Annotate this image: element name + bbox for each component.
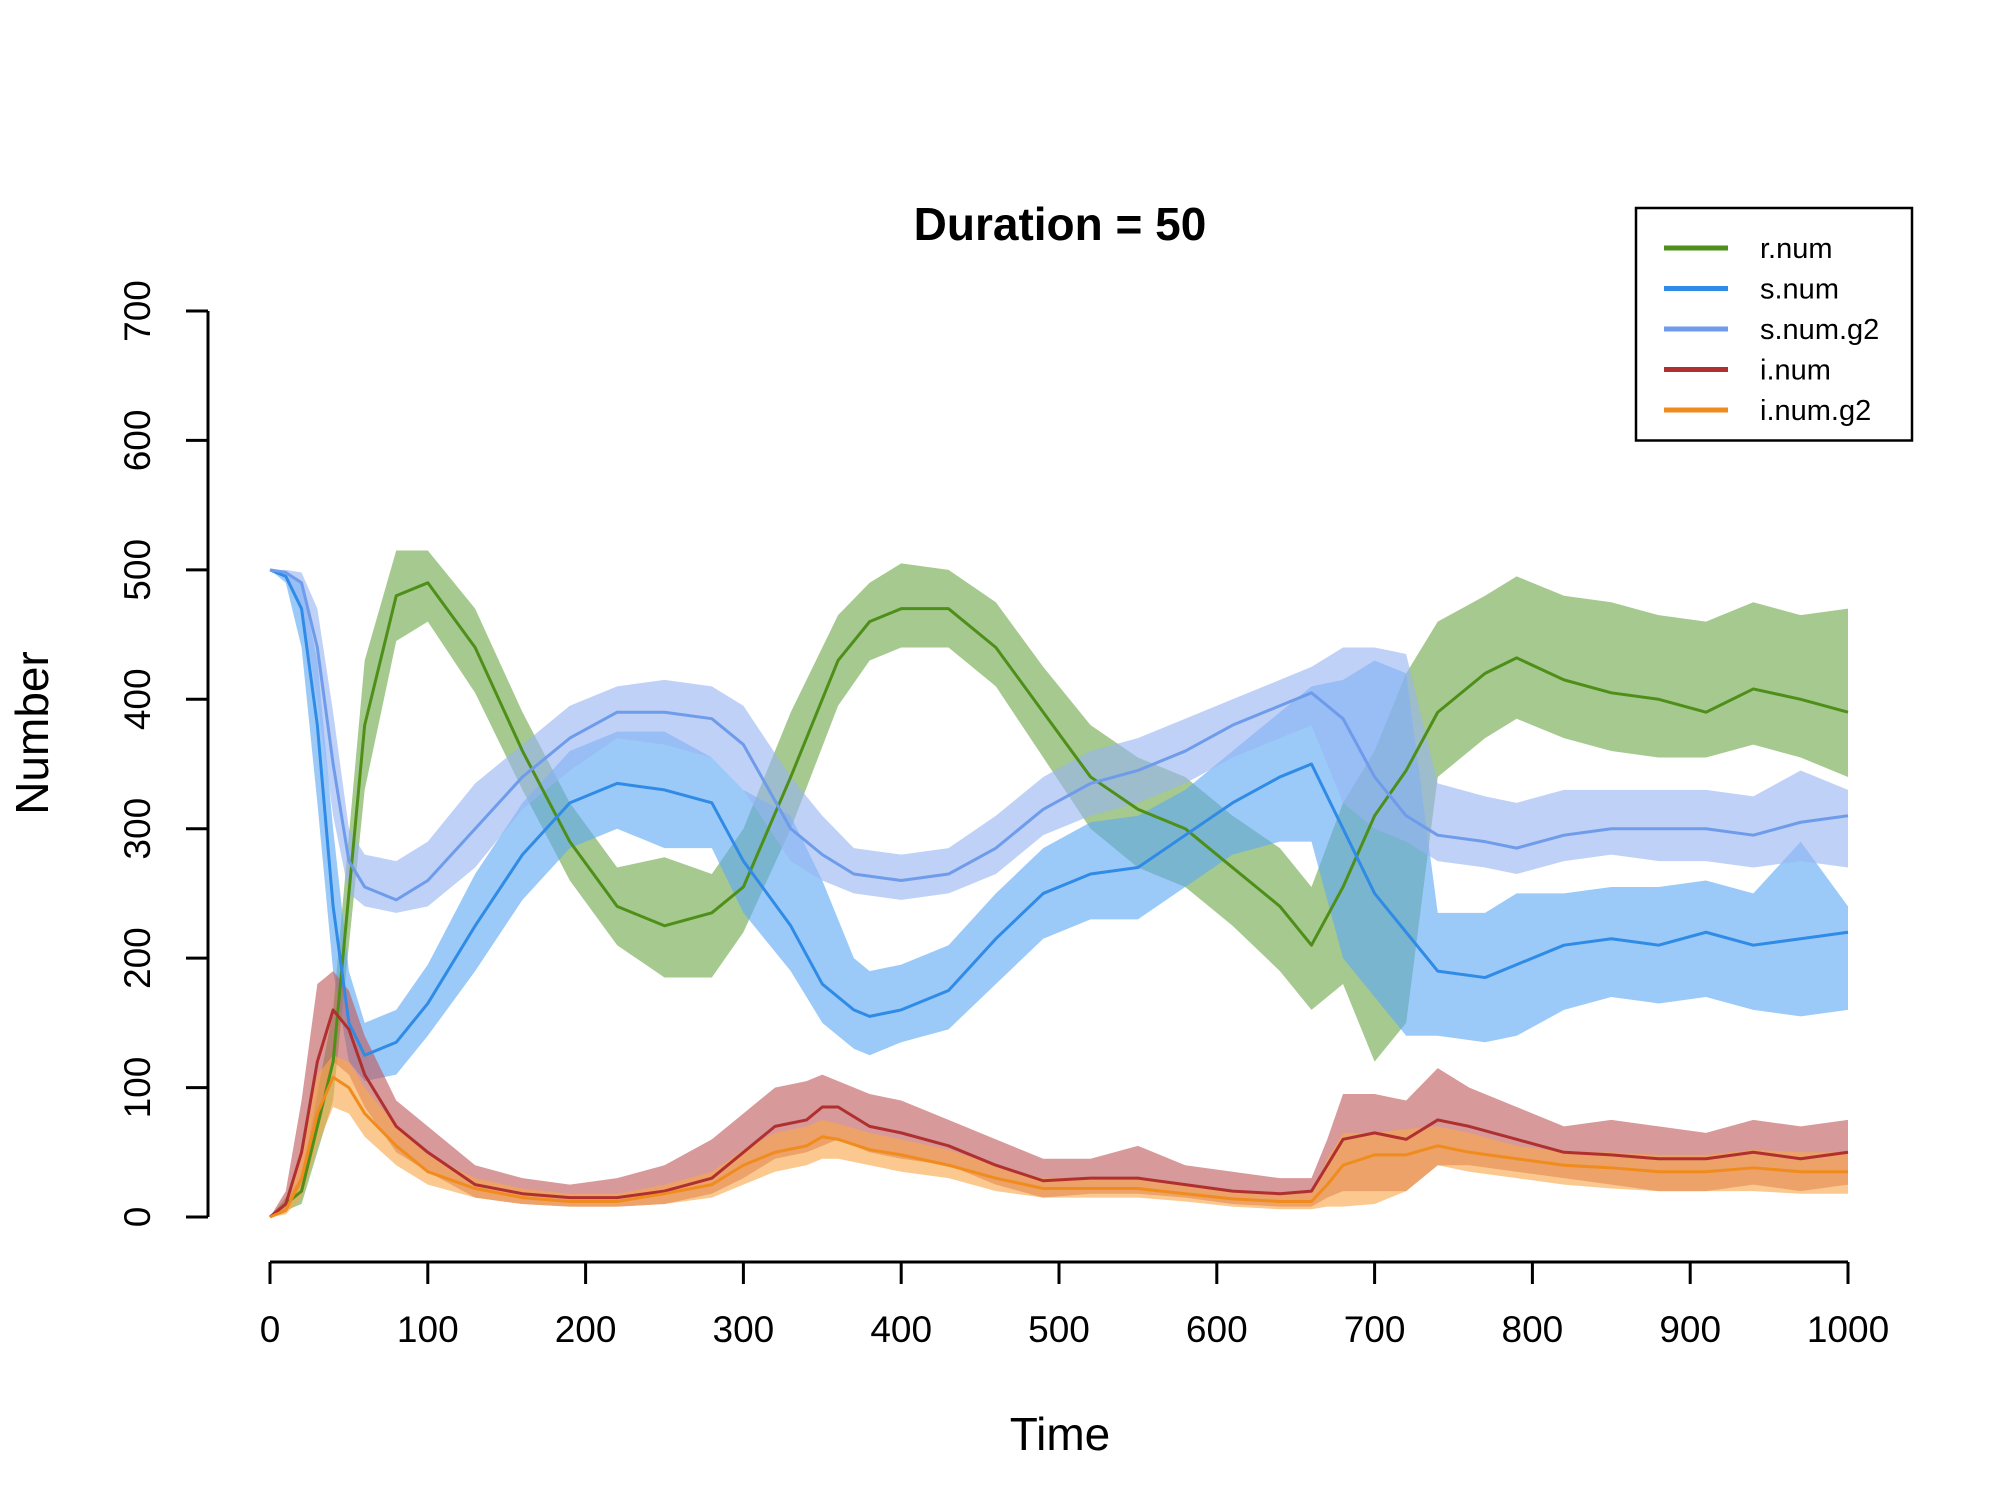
y-tick-label: 100 — [117, 1057, 158, 1119]
x-tick-label: 1000 — [1807, 1309, 1889, 1350]
x-tick-label: 500 — [1028, 1309, 1090, 1350]
x-tick-label: 100 — [397, 1309, 459, 1350]
y-tick-label: 200 — [117, 927, 158, 989]
legend-label: i.num — [1760, 355, 1831, 387]
band-s-num-g2 — [270, 569, 1848, 913]
x-tick-label: 600 — [1186, 1309, 1248, 1350]
legend-label: r.num — [1760, 233, 1833, 265]
legend-label: i.num.g2 — [1760, 395, 1871, 427]
series-line-r-num — [269, 581, 1849, 1219]
y-axis-label: Number — [6, 651, 58, 815]
legend: r.num s.num s.num.g2 i.num i.num.g2 — [1634, 206, 1914, 442]
series-line-i-num-g2 — [269, 1075, 1848, 1219]
x-tick-label: 200 — [555, 1309, 617, 1350]
y-tick-label: 0 — [117, 1207, 158, 1228]
x-tick-label: 700 — [1344, 1309, 1406, 1350]
series-line-s-num-g2 — [269, 568, 1849, 902]
band-s-num — [270, 569, 1848, 1082]
band-r-num — [270, 550, 1848, 1217]
x-axis: 0 100 200 300 400 500 600 700 800 900 1000 — [260, 1260, 1889, 1350]
y-tick-label: 400 — [117, 668, 158, 730]
x-tick-label: 900 — [1659, 1309, 1721, 1350]
x-tick-label: 0 — [260, 1309, 281, 1350]
legend-label: s.num.g2 — [1760, 314, 1879, 346]
y-tick-label: 600 — [117, 410, 158, 472]
chart-title: Duration = 50 — [914, 198, 1207, 250]
band-i-num-g2 — [270, 1055, 1848, 1217]
x-tick-label: 400 — [870, 1309, 932, 1350]
y-tick-label: 500 — [117, 539, 158, 601]
x-tick-label: 300 — [713, 1309, 775, 1350]
y-tick-label: 300 — [117, 798, 158, 860]
legend-label: s.num — [1760, 274, 1839, 306]
line-layer — [269, 568, 1849, 1219]
band-layer — [270, 550, 1848, 1217]
series-line-i-num — [269, 1008, 1849, 1219]
series-line-s-num — [269, 568, 1849, 1057]
y-tick-label: 700 — [117, 280, 158, 342]
x-tick-label: 800 — [1502, 1309, 1564, 1350]
x-axis-label: Time — [1010, 1408, 1111, 1460]
y-axis: 0 100 200 300 400 500 600 700 — [117, 280, 210, 1228]
